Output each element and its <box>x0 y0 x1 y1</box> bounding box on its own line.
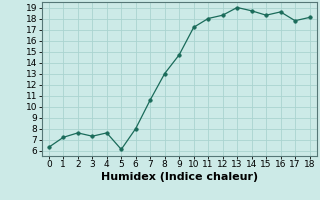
X-axis label: Humidex (Indice chaleur): Humidex (Indice chaleur) <box>100 172 258 182</box>
